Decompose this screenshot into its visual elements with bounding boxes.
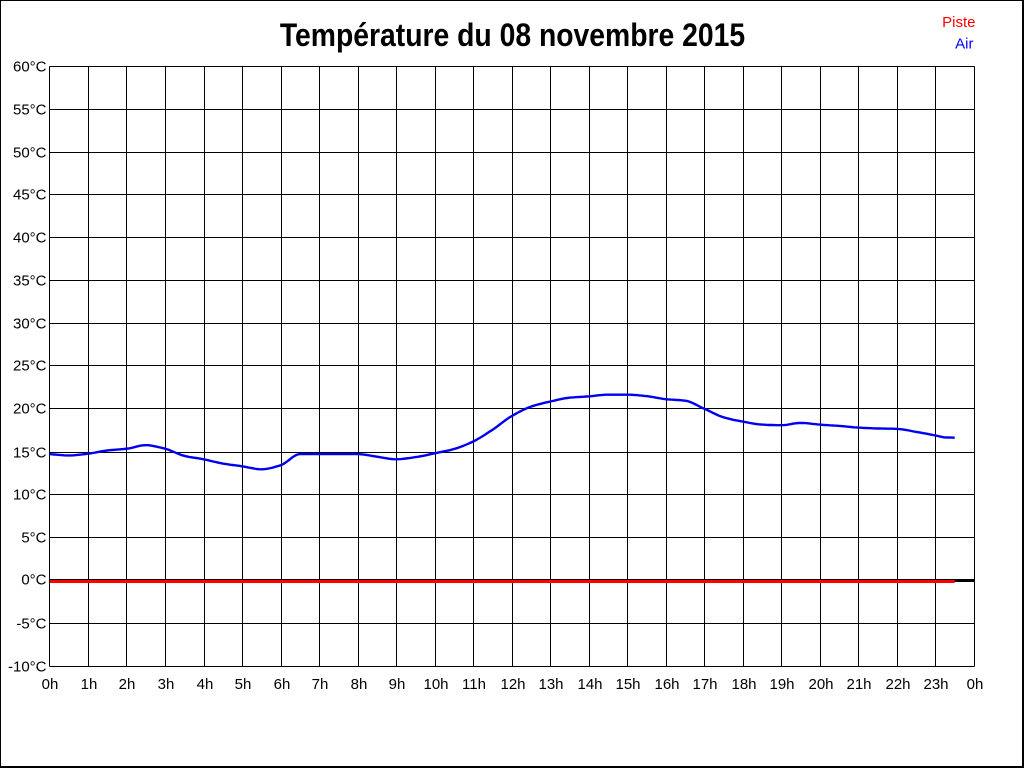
svg-text:50°C: 50°C: [13, 144, 47, 161]
svg-text:25°C: 25°C: [13, 357, 47, 374]
svg-text:35°C: 35°C: [13, 272, 47, 289]
svg-text:6h: 6h: [274, 676, 291, 693]
svg-text:20°C: 20°C: [13, 400, 47, 417]
svg-text:60°C: 60°C: [13, 58, 47, 75]
svg-text:0h: 0h: [967, 676, 984, 693]
svg-text:11h: 11h: [462, 676, 486, 693]
svg-text:0°C: 0°C: [21, 571, 46, 588]
svg-text:1h: 1h: [81, 676, 98, 693]
svg-text:18h: 18h: [731, 676, 756, 693]
svg-text:3h: 3h: [158, 676, 175, 693]
svg-text:10h: 10h: [423, 676, 448, 693]
svg-text:23h: 23h: [923, 676, 948, 693]
svg-text:13h: 13h: [538, 676, 563, 693]
svg-text:5°C: 5°C: [21, 529, 46, 546]
svg-text:45°C: 45°C: [13, 186, 47, 203]
svg-text:55°C: 55°C: [13, 101, 47, 118]
svg-text:Air: Air: [955, 36, 973, 53]
svg-text:-5°C: -5°C: [16, 615, 46, 632]
svg-text:7h: 7h: [312, 676, 329, 693]
svg-text:14h: 14h: [577, 676, 602, 693]
svg-text:-10°C: -10°C: [8, 658, 47, 675]
svg-text:8h: 8h: [351, 676, 368, 693]
svg-text:30°C: 30°C: [13, 315, 47, 332]
svg-text:22h: 22h: [885, 676, 910, 693]
svg-text:10°C: 10°C: [13, 486, 47, 503]
svg-text:12h: 12h: [500, 676, 525, 693]
svg-text:4h: 4h: [197, 676, 214, 693]
svg-text:40°C: 40°C: [13, 229, 47, 246]
svg-text:2h: 2h: [119, 676, 136, 693]
svg-text:21h: 21h: [846, 676, 871, 693]
svg-text:19h: 19h: [769, 676, 794, 693]
svg-text:17h: 17h: [692, 676, 717, 693]
svg-text:15h: 15h: [615, 676, 640, 693]
svg-text:5h: 5h: [235, 676, 252, 693]
svg-text:Piste: Piste: [942, 14, 975, 31]
svg-text:9h: 9h: [389, 676, 406, 693]
svg-text:0h: 0h: [42, 676, 59, 693]
svg-text:20h: 20h: [808, 676, 833, 693]
svg-text:Température du 08 novembre 201: Température du 08 novembre 2015: [280, 17, 745, 53]
svg-text:16h: 16h: [654, 676, 679, 693]
svg-text:15°C: 15°C: [13, 444, 47, 461]
